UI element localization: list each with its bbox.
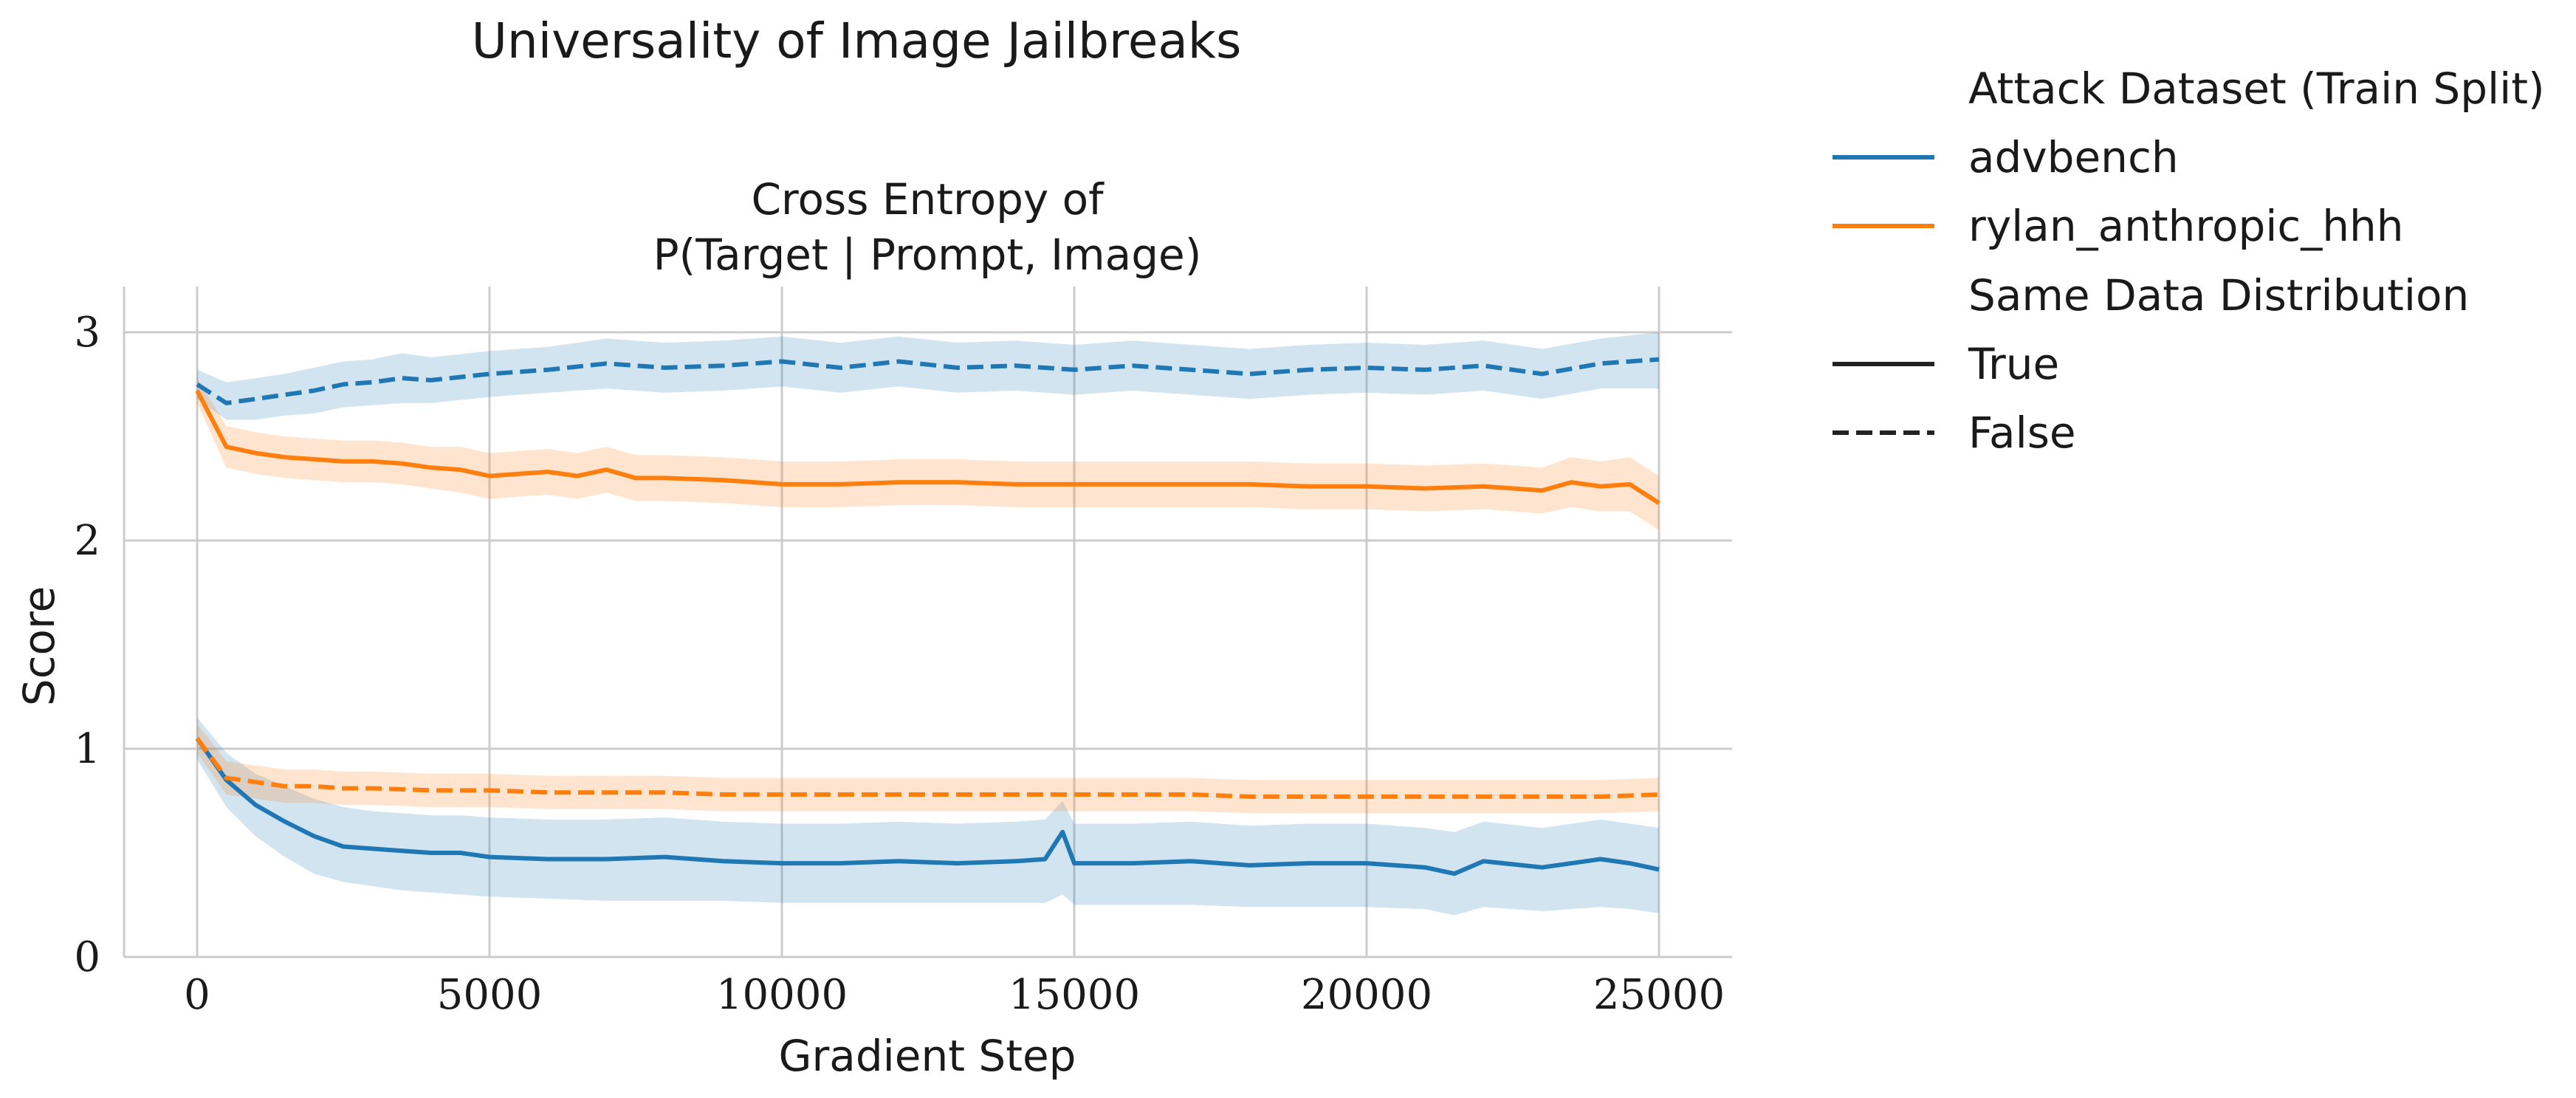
y-tick-label-1: 1: [74, 725, 100, 773]
legend-label-rylan-anthropic-hhh: rylan_anthropic_hhh: [1968, 201, 2404, 251]
y-tick-label-3: 3: [74, 309, 100, 357]
legend-label-advbench: advbench: [1968, 132, 2179, 182]
x-tick-label-1: 5000: [437, 971, 543, 1019]
x-tick-label-5: 25000: [1593, 971, 1725, 1019]
x-tick-label-4: 20000: [1301, 971, 1432, 1019]
figure-suptitle: Universality of Image Jailbreaks: [472, 13, 1242, 69]
legend-hue-title: Attack Dataset (Train Split): [1968, 64, 2545, 114]
y-axis-label: Score: [14, 586, 64, 706]
legend-label-true: True: [1968, 339, 2059, 389]
x-tick-label-2: 10000: [716, 971, 848, 1019]
chart-title-line2: P(Target | Prompt, Image): [653, 230, 1202, 280]
legend-style-title: Same Data Distribution: [1968, 270, 2469, 320]
x-axis-label: Gradient Step: [779, 1031, 1076, 1081]
x-tick-label-0: 0: [184, 971, 210, 1019]
y-tick-label-0: 0: [74, 933, 100, 981]
y-tick-label-2: 2: [74, 517, 100, 565]
legend-label-false: False: [1968, 408, 2076, 458]
x-tick-label-3: 15000: [1009, 971, 1140, 1019]
chart-title-line1: Cross Entropy of: [751, 174, 1105, 224]
